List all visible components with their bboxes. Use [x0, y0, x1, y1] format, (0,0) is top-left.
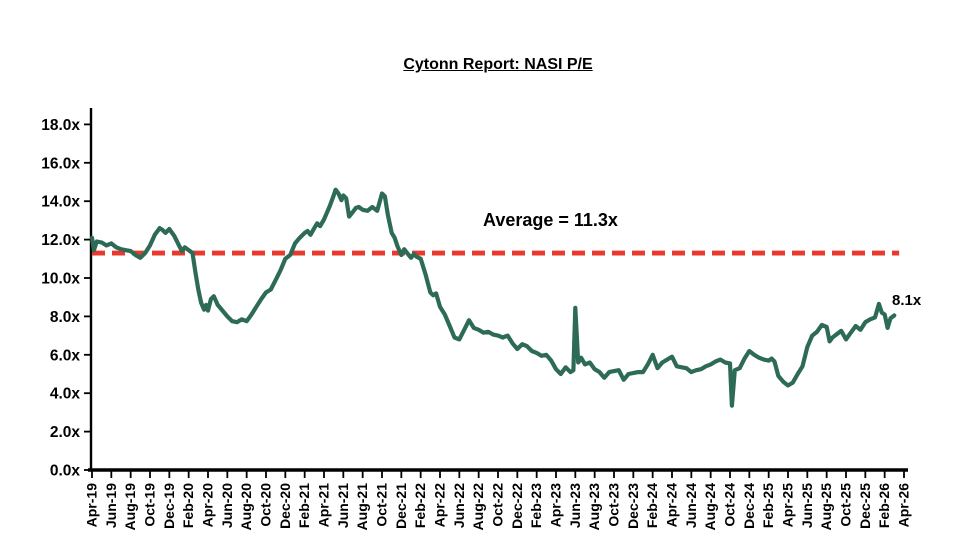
x-tick-label: Jun-19 [103, 483, 119, 528]
x-tick-label: Oct-22 [490, 483, 506, 527]
average-annotation: Average = 11.3x [483, 210, 618, 230]
last-value-annotation: 8.1x [892, 292, 922, 309]
x-tick-label: Apr-22 [432, 483, 448, 528]
x-tick-label: Oct-24 [722, 483, 738, 527]
x-tick-label: Feb-26 [876, 483, 892, 528]
x-tick-label: Oct-25 [838, 483, 854, 527]
x-tick-label: Oct-23 [606, 483, 622, 527]
x-tick-label: Dec-22 [509, 483, 525, 529]
y-tick-label: 12.0x [41, 232, 80, 249]
y-tick-label: 10.0x [41, 271, 80, 288]
x-tick-label: Feb-22 [412, 483, 428, 528]
x-tick-label: Jun-23 [567, 483, 583, 528]
x-tick-label: Jun-20 [219, 483, 235, 528]
x-tick-label: Feb-23 [528, 483, 544, 528]
y-tick-label: 4.0x [50, 386, 81, 403]
y-tick-label: 6.0x [50, 347, 81, 364]
x-tick-label: Feb-24 [644, 483, 660, 528]
x-tick-label: Jun-24 [683, 483, 699, 528]
chart-title: Cytonn Report: NASI P/E [403, 56, 593, 73]
x-tick-label: Jun-21 [335, 483, 351, 528]
x-tick-label: Feb-25 [760, 483, 776, 528]
x-tick-label: Dec-20 [277, 483, 293, 529]
y-tick-label: 18.0x [41, 117, 80, 134]
x-tick-label: Dec-19 [161, 483, 177, 529]
x-tick-label: Aug-24 [702, 483, 718, 531]
x-tick-label: Oct-21 [374, 483, 390, 527]
y-tick-label: 2.0x [50, 424, 81, 441]
x-tick-label: Apr-20 [200, 483, 216, 528]
x-tick-label: Apr-26 [896, 483, 912, 528]
x-tick-label: Aug-19 [122, 483, 138, 531]
pe-series-line [89, 187, 897, 408]
x-tick-label: Apr-19 [84, 483, 100, 528]
x-tick-label: Dec-21 [393, 483, 409, 529]
x-tick-label: Oct-19 [142, 483, 158, 527]
y-tick-label: 0.0x [50, 463, 81, 480]
y-tick-label: 8.0x [50, 309, 81, 326]
x-tick-label: Aug-20 [238, 483, 254, 531]
x-tick-label: Aug-23 [586, 483, 602, 531]
x-tick-label: Apr-21 [316, 483, 332, 528]
x-tick-label: Oct-20 [258, 483, 274, 527]
x-tick-label: Feb-20 [180, 483, 196, 528]
x-tick-label: Apr-25 [780, 483, 796, 528]
x-tick-label: Aug-25 [818, 483, 834, 531]
y-tick-label: 14.0x [41, 194, 80, 211]
x-tick-label: Apr-23 [548, 483, 564, 528]
y-tick-label: 16.0x [41, 155, 80, 172]
x-tick-label: Aug-22 [470, 483, 486, 531]
x-tick-label: Aug-21 [354, 483, 370, 531]
x-tick-label: Apr-24 [664, 483, 680, 528]
x-tick-label: Dec-25 [857, 483, 873, 529]
x-tick-label: Jun-22 [451, 483, 467, 528]
x-tick-label: Jun-25 [799, 483, 815, 528]
x-tick-label: Dec-24 [741, 483, 757, 529]
x-tick-label: Feb-21 [296, 483, 312, 528]
x-tick-label: Dec-23 [625, 483, 641, 529]
